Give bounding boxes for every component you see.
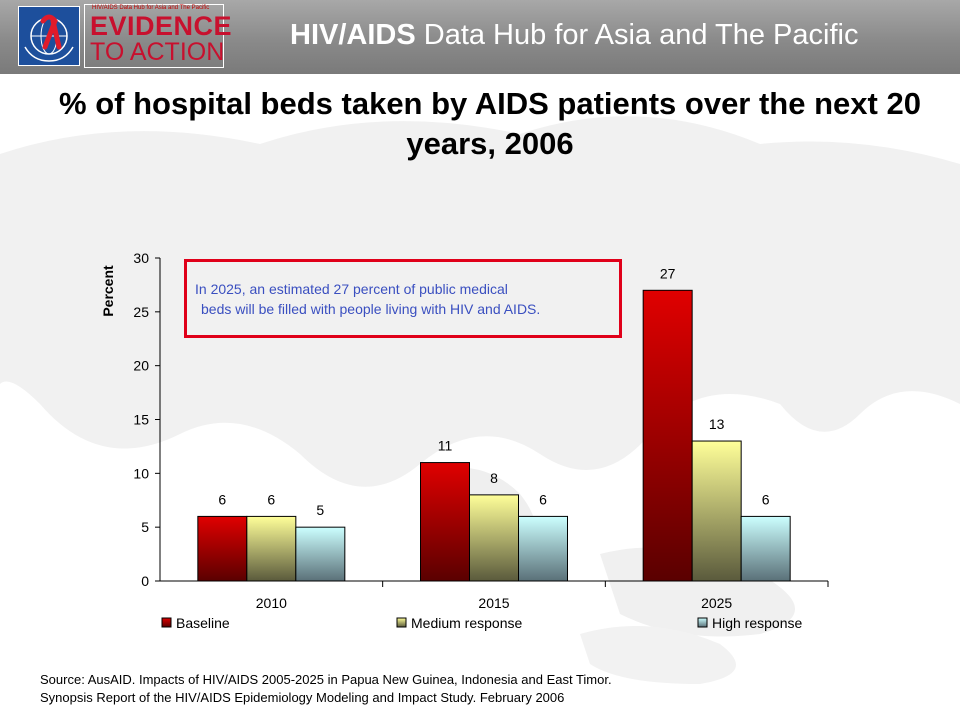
x-tick-label: 2025	[701, 595, 732, 611]
header-title: HIV/AIDS Data Hub for Asia and The Pacif…	[290, 19, 858, 52]
header-title-rest: Data Hub for Asia and The Pacific	[415, 19, 859, 51]
y-tick-label: 25	[133, 304, 149, 320]
callout-line-2: beds will be filled with people living w…	[201, 301, 541, 317]
y-tick-label: 10	[133, 465, 149, 481]
legend-label: Medium response	[411, 615, 522, 631]
y-tick-label: 20	[133, 358, 149, 374]
source-line-2: Synopsis Report of the HIV/AIDS Epidemio…	[40, 690, 565, 705]
bar-baseline-2015	[420, 462, 470, 582]
header-title-bold: HIV/AIDS	[290, 19, 416, 51]
un-emblem-icon	[18, 6, 80, 66]
bar-value-label: 11	[438, 438, 453, 454]
bar-value-label: 5	[316, 502, 324, 518]
bar-high-response-2010	[295, 526, 346, 582]
bar-value-label: 6	[762, 491, 770, 507]
y-tick-label: 0	[141, 573, 149, 589]
bar-baseline-2010	[197, 515, 248, 582]
legend-swatch	[161, 617, 172, 628]
legend-label: High response	[712, 615, 802, 631]
y-tick-label: 5	[141, 519, 149, 535]
y-tick-label: 15	[133, 412, 149, 428]
x-tick-label: 2010	[256, 595, 287, 611]
bar-medium-response-2015	[469, 494, 519, 582]
legend-label: Baseline	[176, 615, 230, 631]
bar-high-response-2015	[518, 515, 568, 582]
bar-value-label: 6	[267, 491, 275, 507]
bar-value-label: 27	[660, 265, 676, 281]
source-line-1: Source: AusAID. Impacts of HIV/AIDS 2005…	[40, 672, 612, 687]
legend-swatch	[697, 617, 708, 628]
bar-value-label: 8	[490, 470, 498, 486]
bar-baseline-2025	[642, 289, 693, 582]
logo-to-action: TO ACTION	[90, 38, 225, 66]
callout-box	[184, 259, 622, 338]
legend-swatch	[396, 617, 407, 628]
y-tick-label: 30	[133, 250, 149, 266]
source-note: Source: AusAID. Impacts of HIV/AIDS 2005…	[40, 671, 612, 707]
logo-subtitle: HIV/AIDS Data Hub for Asia and The Pacif…	[92, 5, 210, 11]
y-axis-label: Percent	[100, 265, 116, 317]
bar-high-response-2025	[740, 515, 791, 582]
bar-medium-response-2010	[246, 515, 297, 582]
chart-title: % of hospital beds taken by AIDS patient…	[59, 86, 921, 161]
bar-medium-response-2025	[691, 440, 742, 582]
callout-line-1: In 2025, an estimated 27 percent of publ…	[195, 281, 508, 297]
logo-evidence: EVIDENCE	[90, 11, 233, 41]
bar-value-label: 6	[539, 491, 547, 507]
header-banner: HIV/AIDS Data Hub for Asia and The Pacif…	[0, 0, 960, 74]
x-tick-label: 2015	[478, 595, 509, 611]
bar-value-label: 6	[218, 491, 226, 507]
logo-frame	[84, 4, 224, 68]
bar-value-label: 13	[709, 416, 725, 432]
